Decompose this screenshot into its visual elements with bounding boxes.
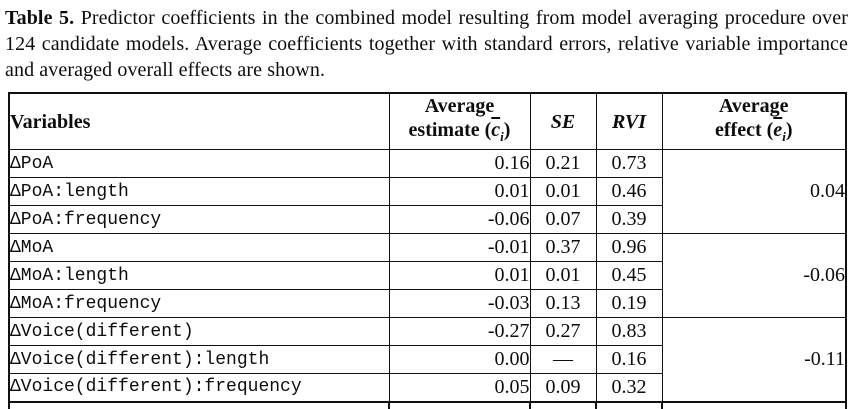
avg-effect-post: ) xyxy=(785,119,793,141)
se-cell: 0.01 xyxy=(529,261,597,290)
variable-cell: ΔVoice(different):frequency xyxy=(8,373,390,402)
rvi-cell: 0.16 xyxy=(595,345,663,374)
se-cell: 0.21 xyxy=(529,149,597,178)
estimate-cell: -0.01 xyxy=(388,233,531,262)
se-cell: 0.27 xyxy=(529,317,597,346)
next-row-border-stub xyxy=(8,402,10,409)
table-row: ΔVoice(different) -0.27 0.27 0.83 -0.11 xyxy=(8,317,847,402)
e-bar-symbol: e xyxy=(773,119,783,141)
e-bar-subscript: i xyxy=(782,129,786,144)
table-caption: Table 5. Predictor coefficients in the c… xyxy=(5,5,848,83)
average-effect-cell: -0.11 xyxy=(661,317,847,402)
next-row-border-stub xyxy=(845,402,847,409)
se-cell: 0.09 xyxy=(529,373,597,402)
header-row: Variables Average estimate (ci) SE RVI A… xyxy=(8,92,847,150)
se-cell: 0.07 xyxy=(529,205,597,234)
rvi-cell: 0.96 xyxy=(595,233,663,262)
c-bar-subscript: i xyxy=(500,129,504,144)
estimate-cell: -0.03 xyxy=(388,289,531,318)
rvi-cell: 0.46 xyxy=(595,177,663,206)
rvi-cell: 0.83 xyxy=(595,317,663,346)
average-effect-cell: -0.06 xyxy=(661,233,847,318)
variable-cell: ΔPoA:frequency xyxy=(8,205,390,234)
rvi-cell: 0.19 xyxy=(595,289,663,318)
caption-label: Table 5. xyxy=(5,7,75,29)
table-row: ΔVoice(different):frequency 0.05 0.09 0.… xyxy=(8,373,846,402)
table-row: ΔVoice(different):length 0.00 — 0.16 xyxy=(8,345,846,374)
next-row-border-stub xyxy=(595,402,597,409)
variable-cell: ΔMoA:frequency xyxy=(8,289,390,318)
rvi-cell: 0.73 xyxy=(595,149,663,178)
table-wrapper: Variables Average estimate (ci) SE RVI A… xyxy=(8,92,847,409)
table-row: ΔMoA -0.01 0.37 0.96 -0.06 xyxy=(8,233,847,318)
next-row-border-stub xyxy=(388,402,390,409)
estimate-cell: -0.27 xyxy=(388,317,531,346)
col-header-rvi: RVI xyxy=(595,92,663,150)
table-row: ΔMoA:frequency -0.03 0.13 0.19 xyxy=(8,289,846,318)
avg-effect-pre: effect ( xyxy=(715,119,774,141)
average-effect-cell: 0.04 xyxy=(661,149,847,234)
estimate-cell: 0.00 xyxy=(388,345,531,374)
avg-estimate-post: ) xyxy=(503,119,511,141)
avg-estimate-line1: Average xyxy=(424,95,495,117)
coefficients-table: Variables Average estimate (ci) SE RVI A… xyxy=(8,92,847,403)
table-row: ΔPoA:length 0.01 0.01 0.46 xyxy=(8,177,846,206)
estimate-cell: -0.06 xyxy=(388,205,531,234)
table-row: ΔPoA:frequency -0.06 0.07 0.39 xyxy=(8,205,846,234)
variable-cell: ΔMoA:length xyxy=(8,261,390,290)
col-header-se: SE xyxy=(529,92,597,150)
col-header-average-estimate: Average estimate (ci) xyxy=(388,92,531,150)
next-row-border-stub xyxy=(661,402,663,409)
variable-cell: ΔPoA xyxy=(8,149,390,178)
se-cell: 0.13 xyxy=(529,289,597,318)
avg-effect-line1: Average xyxy=(718,95,789,117)
col-header-variables: Variables xyxy=(8,92,390,150)
col-header-average-effect: Average effect (ei) xyxy=(661,92,847,150)
se-cell: 0.37 xyxy=(529,233,597,262)
variable-cell: ΔPoA:length xyxy=(8,177,390,206)
table-row: ΔPoA 0.16 0.21 0.73 0.04 xyxy=(8,149,847,234)
caption-text: Predictor coefficients in the combined m… xyxy=(5,7,848,81)
estimate-cell: 0.01 xyxy=(388,177,531,206)
estimate-cell: 0.01 xyxy=(388,261,531,290)
estimate-cell: 0.16 xyxy=(388,149,531,178)
variable-cell: ΔVoice(different) xyxy=(8,317,390,346)
se-cell: — xyxy=(529,345,597,374)
variable-cell: ΔVoice(different):length xyxy=(8,345,390,374)
variable-cell: ΔMoA xyxy=(8,233,390,262)
rvi-cell: 0.32 xyxy=(595,373,663,402)
se-cell: 0.01 xyxy=(529,177,597,206)
avg-estimate-pre: estimate ( xyxy=(408,119,492,141)
c-bar-symbol: c xyxy=(491,119,501,141)
rvi-cell: 0.45 xyxy=(595,261,663,290)
estimate-cell: 0.05 xyxy=(388,373,531,402)
rvi-cell: 0.39 xyxy=(595,205,663,234)
next-row-border-stub xyxy=(529,402,531,409)
